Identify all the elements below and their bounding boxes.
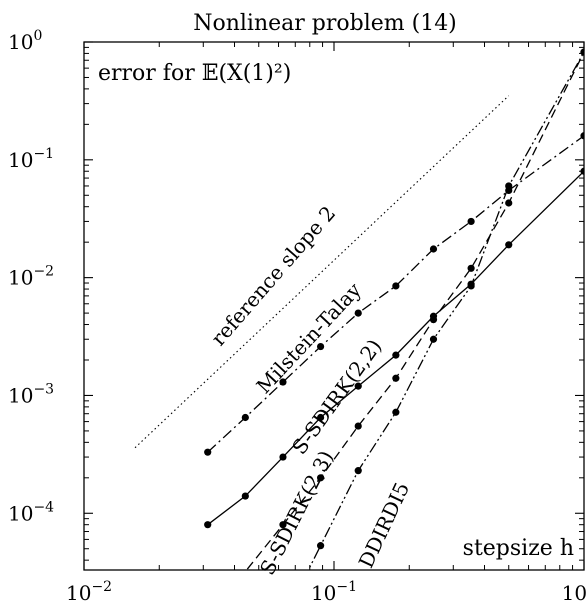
data-point: [279, 521, 287, 529]
series-label-layer: reference slope 2Milstein-TalayS-SDIRK(2…: [206, 201, 414, 579]
data-point: [354, 382, 362, 390]
reference-slope-line: [134, 95, 510, 449]
series-label: S-SDIRK(2,3): [255, 447, 338, 579]
data-point: [317, 342, 325, 351]
y-quantity-label: error for 𝔼(X(1)²): [98, 61, 291, 86]
y-tick-label: 100: [8, 28, 42, 54]
data-point: [467, 217, 475, 226]
y-tick-label: 10−4: [8, 499, 54, 525]
data-point: [354, 422, 362, 430]
data-point: [467, 264, 475, 272]
data-point: [580, 167, 584, 175]
series-label: DDIRDI5: [354, 478, 415, 571]
data-point: [429, 245, 438, 253]
chart-title: Nonlinear problem (14): [193, 11, 457, 36]
data-point: [392, 351, 400, 359]
x-tick-label: 10−1: [311, 579, 357, 605]
reference-line-layer: [134, 95, 510, 449]
y-tick-label: 10−1: [8, 146, 54, 172]
data-point: [204, 448, 212, 456]
data-point: [392, 374, 400, 382]
data-point: [317, 413, 325, 422]
data-point: [279, 453, 287, 461]
data-point: [204, 521, 212, 529]
data-point: [580, 48, 584, 56]
data-point: [317, 542, 325, 550]
data-point: [505, 199, 513, 207]
data-point: [317, 474, 325, 482]
x-tick-label: 10−2: [66, 579, 112, 605]
data-point: [354, 467, 362, 475]
data-point: [467, 282, 475, 290]
data-point: [392, 408, 400, 416]
data-point: [580, 132, 584, 140]
data-point: [241, 413, 249, 422]
data-point: [241, 492, 249, 500]
series-line-s-sdirk-2-2: [207, 170, 584, 526]
axis-ticks: 10−2 10−1 100 10−4 10−3 10−2 10−1 100: [8, 28, 588, 605]
x-tick-label: 100: [562, 579, 588, 605]
y-tick-label: 10−3: [8, 381, 54, 407]
data-point: [429, 335, 438, 343]
series-line-ddirdi5: [307, 51, 584, 570]
series-layer: [204, 48, 584, 570]
data-point: [429, 316, 438, 324]
data-point: [505, 182, 513, 190]
data-point: [505, 241, 513, 249]
data-point: [354, 309, 362, 317]
data-point: [392, 282, 400, 290]
x-quantity-label: stepsize h: [463, 536, 574, 561]
y-tick-label: 10−2: [8, 264, 54, 290]
data-point: [279, 378, 287, 386]
